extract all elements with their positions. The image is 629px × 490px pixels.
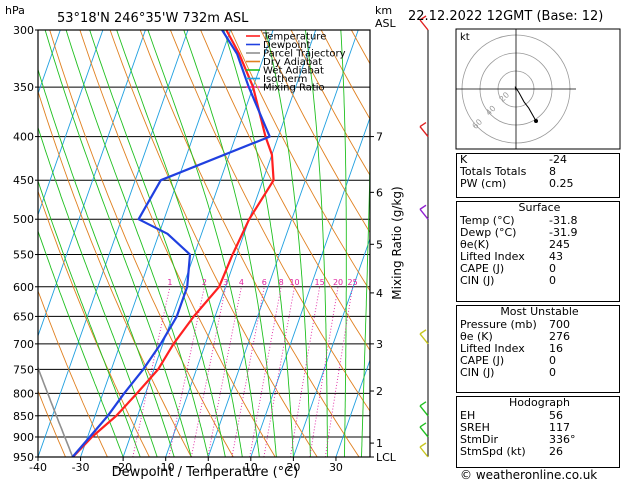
wind-barb	[420, 209, 428, 219]
row-value: 26	[549, 446, 563, 458]
wind-barb	[420, 406, 428, 416]
x-axis-label: Dewpoint / Temperature (°C)	[112, 465, 299, 480]
mixing-ratio-line	[250, 287, 281, 457]
temp-tick-label: 30	[329, 461, 343, 474]
wind-barb-flag	[420, 123, 426, 127]
datetime-title: 22.12.2022 12GMT (Base: 12)	[408, 9, 603, 24]
wind-barb-flag	[420, 423, 426, 427]
mixing-ratio-line	[264, 287, 295, 457]
mixing-ratio-axis-label: Mixing Ratio (g/kg)	[390, 186, 404, 299]
pressure-tick-label: 550	[13, 249, 34, 262]
km-tick-label: 4	[376, 287, 383, 300]
wind-barb	[420, 447, 428, 457]
mixing-ratio-line	[133, 287, 170, 457]
pressure-tick-label: 750	[13, 363, 34, 376]
location-title: 53°18'N 246°35'W 732m ASL	[57, 11, 249, 26]
hodograph-title: Hodograph	[457, 397, 619, 410]
mixing-ratio-label: 8	[279, 278, 284, 287]
pressure-tick-label: 350	[13, 81, 34, 94]
table-row: StmSpd (kt) 26	[457, 446, 619, 458]
hodograph-kt-label: kt	[460, 32, 470, 43]
pressure-tick-label: 850	[13, 410, 34, 423]
km-tick-label: 5	[376, 238, 383, 251]
km-tick-label: 1	[376, 437, 383, 450]
km-tick-label: LCL	[376, 451, 397, 464]
row-value: 0	[549, 275, 556, 287]
pressure-tick-label: 600	[13, 281, 34, 294]
wind-barb-flag	[420, 402, 426, 406]
pressure-tick-label: 900	[13, 431, 34, 444]
hodograph-end-point	[534, 119, 538, 123]
row-value: 0.25	[549, 178, 574, 190]
pressure-tick-label: 500	[13, 213, 34, 226]
mixing-ratio-label: 3	[223, 278, 228, 287]
table-row: CIN (J) 0	[457, 275, 619, 287]
wind-barb	[420, 127, 428, 137]
legend-label: Mixing Ratio	[263, 83, 325, 94]
asl-label: ASL	[375, 17, 397, 30]
row-label: CIN (J)	[460, 366, 494, 379]
wind-barb-flag	[420, 205, 426, 209]
km-tick-label: 2	[376, 385, 383, 398]
mixing-ratio-label: 25	[348, 278, 358, 287]
temp-tick-label: -30	[72, 461, 90, 474]
mixing-ratio-label: 15	[315, 278, 325, 287]
km-tick-label: 7	[376, 131, 383, 144]
temp-tick-label: -40	[29, 461, 47, 474]
mixing-ratio-label: 1	[167, 278, 172, 287]
mixing-ratio-line	[208, 287, 242, 457]
mixing-ratio-label: 4	[239, 278, 244, 287]
table-row: PW (cm) 0.25	[457, 178, 619, 190]
pressure-tick-label: 450	[13, 174, 34, 187]
mixing-ratio-label: 10	[289, 278, 299, 287]
km-tick-label: 3	[376, 338, 383, 351]
mixing-ratio-line	[325, 287, 352, 457]
pressure-tick-label: 700	[13, 338, 34, 351]
row-value: 0	[549, 367, 556, 379]
credit-text[interactable]: © weatheronline.co.uk	[460, 468, 597, 482]
hpa-label: hPa	[5, 4, 25, 17]
pressure-tick-label: 400	[13, 131, 34, 144]
table-row: CIN (J) 0	[457, 367, 619, 379]
pressure-tick-label: 800	[13, 387, 34, 400]
mixing-ratio-label: 2	[202, 278, 207, 287]
mixing-ratio-label: 6	[262, 278, 267, 287]
mixing-ratio-label: 20	[333, 278, 343, 287]
km-label: km	[375, 4, 392, 17]
mixing-ratio-line	[310, 287, 338, 457]
wind-barb	[420, 427, 428, 437]
wind-barb-flag	[420, 330, 426, 334]
row-label: PW (cm)	[460, 177, 506, 190]
km-tick-label: 6	[376, 186, 383, 199]
pressure-tick-label: 650	[13, 310, 34, 323]
wind-barb-flag	[420, 443, 426, 447]
wind-barb	[420, 334, 428, 344]
row-label: CIN (J)	[460, 274, 494, 287]
pressure-tick-label: 300	[13, 24, 34, 37]
row-label: StmSpd (kt)	[460, 445, 526, 458]
